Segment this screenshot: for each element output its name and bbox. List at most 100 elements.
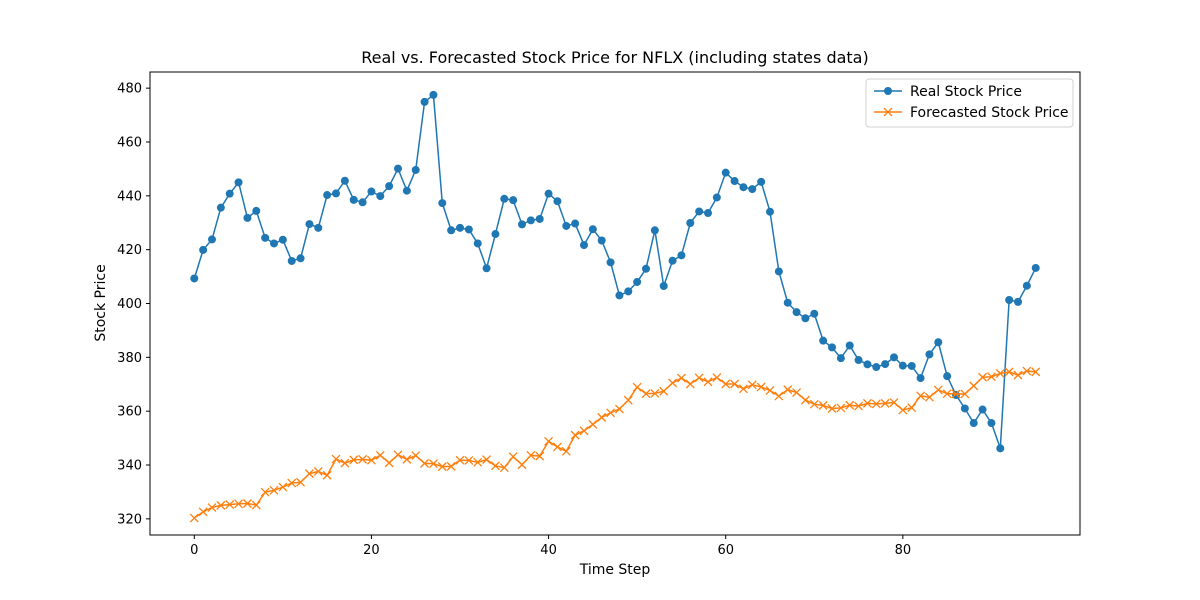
series-2-point [827,404,837,413]
series-2-point [862,398,872,408]
series-2-point [570,430,580,440]
series-1-point [518,220,526,229]
series-1-point [1022,281,1031,290]
series-1-point [571,219,580,228]
series-1-point [1031,263,1040,272]
series-1-point [969,419,978,428]
series-2-point [242,499,252,508]
series-2-point [632,382,642,392]
series-1-point [792,308,801,317]
series-1-point [624,287,633,296]
series-2-point [517,460,527,470]
series-2-point [951,389,961,399]
series-2-point [650,388,660,398]
x-tick-label: 60 [717,543,734,558]
series-2-point [933,385,943,395]
series-2-point [694,373,704,383]
series-2-point [800,395,810,405]
series-2-point [384,458,394,468]
series-1-point [580,241,588,250]
series-1-point [677,251,686,260]
series-2-point [738,384,748,394]
series-2-point [978,372,988,382]
plot-area [149,71,1081,536]
series-2-point [898,405,908,415]
series-2-point [544,436,554,446]
series-1-point [491,230,500,239]
series-1-point [296,254,305,263]
series-1-point [828,343,836,352]
series-1-point [757,177,766,186]
series-2-point [198,507,208,517]
series-1-point [544,189,553,198]
x-tick-label: 40 [540,543,557,558]
series-2-point [641,389,651,399]
y-tick-label: 420 [117,243,142,258]
series-2-point [304,469,314,479]
series-2-point [207,503,217,513]
series-1-point [216,203,225,212]
series-1-point [730,177,739,186]
series-1-point [943,372,952,381]
series-2-point [251,500,261,510]
series-1-point [243,213,252,222]
series-1-point [881,360,890,369]
series-1-point [535,214,544,223]
series-1-point [411,165,420,174]
series-2-point [889,398,899,408]
series-2-point [366,455,376,465]
y-tick-label: 480 [117,82,142,97]
series-1-point [872,363,881,372]
series-2-point [818,401,828,410]
series-1-point [340,176,349,185]
series-2-point [296,477,306,487]
series-1-point [562,221,571,230]
series-2-point [464,455,474,465]
series-2-point [482,455,492,465]
series-1-point [704,209,712,218]
series-1-point [190,274,199,283]
series-1-point [456,223,464,232]
y-tick-label: 400 [117,297,142,312]
series-2-point [942,389,952,399]
series-1-point [925,350,934,359]
series-1-point [509,196,518,205]
series-1-point [420,97,429,106]
x-tick-label: 20 [363,543,380,558]
series-2-point [402,454,412,464]
series-2-point [907,403,917,413]
y-tick-label: 380 [117,351,142,366]
series-2-point [579,426,589,436]
series-2-point [783,385,793,395]
y-axis: 320 340 360 380 400 420 440 460 480 [117,82,150,527]
series-1-point [615,291,624,300]
series-1-point [1005,296,1014,305]
series-2-point [278,482,288,492]
series-1-point [526,216,535,225]
series-1-point [500,194,509,203]
series-2-point [490,461,500,471]
series-1-point [358,198,367,207]
legend-label-2: Forecasted Stock Price [910,105,1069,121]
y-tick-label: 320 [117,512,142,527]
series-1-point [482,264,491,273]
series-2-point [659,386,669,396]
series-2-point [916,391,926,401]
series-2-point [225,500,235,510]
series-1-point [438,199,447,208]
series-2-point [685,379,695,389]
series-2-point [606,408,616,418]
series-1-point [836,354,845,363]
series-2-point [721,379,731,389]
x-tick-label: 0 [190,543,198,558]
legend-box [865,78,1074,128]
y-tick-label: 340 [117,459,142,474]
series-2-point [526,450,536,460]
series-1-point [783,298,792,307]
series-2-point [411,451,421,461]
series-2-point [561,446,571,456]
legend-marker-2 [883,107,893,117]
series-1-point [898,361,907,370]
series-1-point [314,223,323,232]
